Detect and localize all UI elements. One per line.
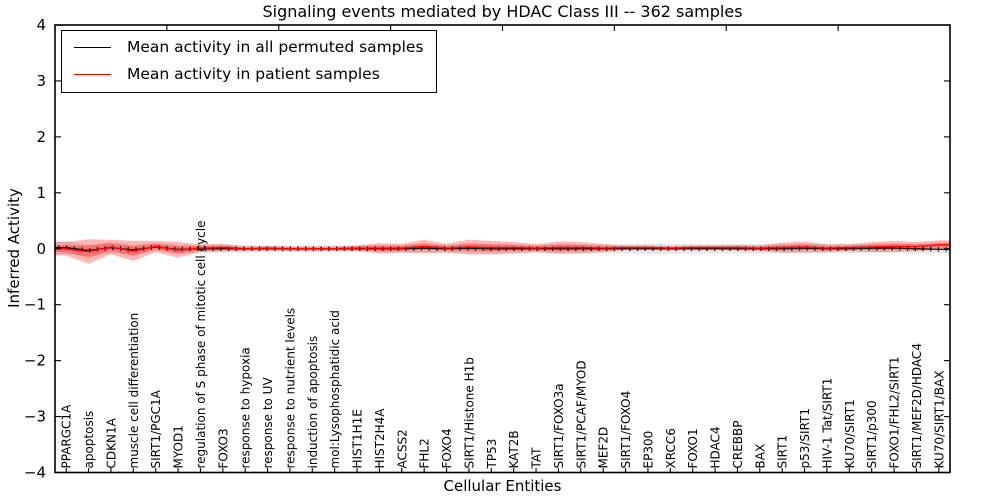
svg-text:CREBBP: CREBBP	[731, 421, 745, 469]
patient-line-swatch-icon	[74, 73, 111, 75]
svg-text:HIV-1 Tat/SIRT1: HIV-1 Tat/SIRT1	[820, 378, 834, 469]
axis-ticks	[55, 24, 950, 474]
svg-text:−4: −4	[24, 464, 46, 482]
svg-text:KU70/SIRT1: KU70/SIRT1	[843, 399, 857, 468]
x-tick-labels: PPARGC1A apoptosis CDKN1A muscle cell diffe…	[60, 221, 947, 470]
svg-text:XRCC6: XRCC6	[664, 428, 678, 468]
svg-text:apoptosis: apoptosis	[82, 411, 96, 469]
svg-text:MYOD1: MYOD1	[172, 425, 186, 468]
svg-text:SIRT1/FOXO3a: SIRT1/FOXO3a	[552, 383, 566, 468]
legend-item-permuted: Mean activity in all permuted samples	[74, 38, 424, 56]
svg-text:KU70/SIRT1/BAX: KU70/SIRT1/BAX	[932, 371, 946, 469]
svg-text:−2: −2	[24, 352, 46, 370]
svg-text:HDAC4: HDAC4	[709, 426, 723, 468]
svg-text:BAX: BAX	[753, 444, 767, 469]
svg-text:−3: −3	[24, 408, 46, 426]
legend-label: Mean activity in patient samples	[127, 65, 380, 83]
svg-text:SIRT1/PGC1A: SIRT1/PGC1A	[149, 389, 163, 468]
svg-text:FOXO1/FHL2/SIRT1: FOXO1/FHL2/SIRT1	[888, 356, 902, 468]
chart-title: Signaling events mediated by HDAC Class …	[262, 2, 743, 21]
svg-text:SIRT1/Histone H1b: SIRT1/Histone H1b	[462, 357, 476, 468]
permuted-line-swatch-icon	[74, 46, 111, 48]
svg-text:CDKN1A: CDKN1A	[104, 417, 118, 468]
svg-text:TAT: TAT	[530, 447, 544, 470]
svg-text:HIST2H4A: HIST2H4A	[373, 408, 387, 469]
svg-text:mol:Lysophosphatidic acid: mol:Lysophosphatidic acid	[328, 310, 342, 468]
svg-text:p53/SIRT1: p53/SIRT1	[798, 408, 812, 469]
svg-text:−1: −1	[24, 296, 46, 314]
svg-text:FOXO3: FOXO3	[216, 428, 230, 468]
svg-text:MEF2D: MEF2D	[597, 427, 611, 469]
svg-text:FOXO1: FOXO1	[686, 428, 700, 468]
svg-text:ACSS2: ACSS2	[395, 429, 409, 468]
svg-text:TP53: TP53	[485, 439, 499, 470]
y-axis-label: Inferred Activity	[5, 188, 23, 308]
legend-item-patient: Mean activity in patient samples	[74, 65, 424, 83]
legend: Mean activity in all permuted samples Me…	[61, 30, 437, 93]
svg-text:4: 4	[36, 16, 46, 34]
x-axis-label: Cellular Entities	[443, 477, 562, 495]
svg-text:muscle cell differentiation: muscle cell differentiation	[127, 313, 141, 469]
svg-text:HIST1H1E: HIST1H1E	[351, 409, 365, 468]
svg-text:response to UV: response to UV	[261, 377, 275, 469]
svg-text:2: 2	[36, 128, 46, 146]
svg-text:1: 1	[36, 184, 46, 202]
patient-band	[55, 239, 950, 264]
svg-text:0: 0	[36, 240, 46, 258]
patient-mean-line	[55, 244, 950, 253]
svg-text:regulation of S phase of mitot: regulation of S phase of mitotic cell cy…	[194, 221, 208, 469]
legend-label: Mean activity in all permuted samples	[127, 38, 424, 56]
svg-text:FOXO4: FOXO4	[440, 428, 454, 468]
svg-text:SIRT1/FOXO4: SIRT1/FOXO4	[619, 391, 633, 469]
svg-text:KAT2B: KAT2B	[507, 430, 521, 468]
svg-text:FHL2: FHL2	[418, 438, 432, 468]
svg-text:response to hypoxia: response to hypoxia	[239, 347, 253, 468]
svg-text:SIRT1/MEF2D/HDAC4: SIRT1/MEF2D/HDAC4	[910, 343, 924, 468]
svg-text:SIRT1/PCAF/MYOD: SIRT1/PCAF/MYOD	[574, 360, 588, 468]
svg-text:SIRT1/p300: SIRT1/p300	[865, 400, 879, 468]
svg-text:response to nutrient levels: response to nutrient levels	[283, 308, 297, 469]
svg-text:EP300: EP300	[641, 431, 655, 469]
svg-text:induction of apoptosis: induction of apoptosis	[306, 336, 320, 469]
svg-text:3: 3	[36, 72, 46, 90]
svg-text:SIRT1: SIRT1	[776, 435, 790, 469]
svg-text:PPARGC1A: PPARGC1A	[60, 404, 74, 469]
y-tick-labels: −4 −3 −2 −1 0 1 2 3 4	[24, 16, 46, 482]
